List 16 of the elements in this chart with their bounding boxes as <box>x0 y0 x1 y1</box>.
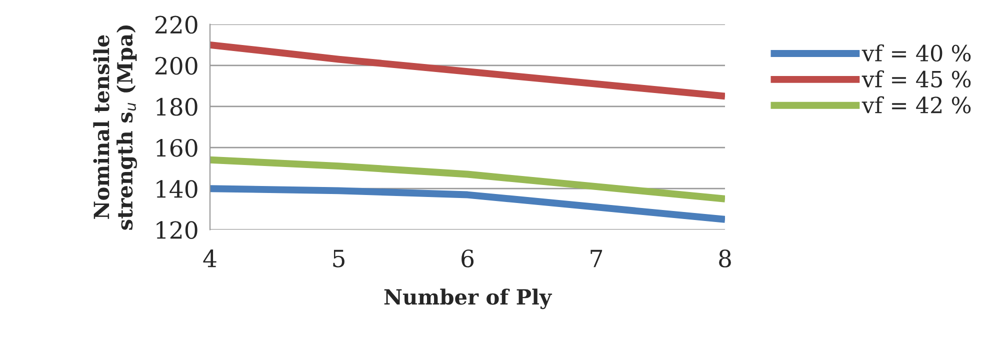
x-axis-title: Number of Ply <box>384 288 552 310</box>
y-tick-label: 160 <box>156 139 198 157</box>
x-tick-label: 7 <box>590 250 602 268</box>
y-tick-label: 140 <box>156 180 198 198</box>
x-tick-label: 5 <box>333 250 344 268</box>
y-tick-label: 180 <box>156 98 198 116</box>
y-axis-title: Nominal tensile strength s$_{u}$ (Mpa) <box>93 25 137 230</box>
y-tick-label: 220 <box>155 16 198 34</box>
y-tick-label: 120 <box>156 221 198 239</box>
y-tick-label: 200 <box>155 56 198 75</box>
x-tick-label: 4 <box>203 250 216 268</box>
legend-label: vf = 42 % <box>862 96 971 114</box>
x-tick-label: 8 <box>719 250 731 268</box>
x-tick-label: 6 <box>462 250 474 268</box>
legend-label: vf = 40 % <box>862 44 971 62</box>
legend-label: vf = 45 % <box>862 70 971 88</box>
